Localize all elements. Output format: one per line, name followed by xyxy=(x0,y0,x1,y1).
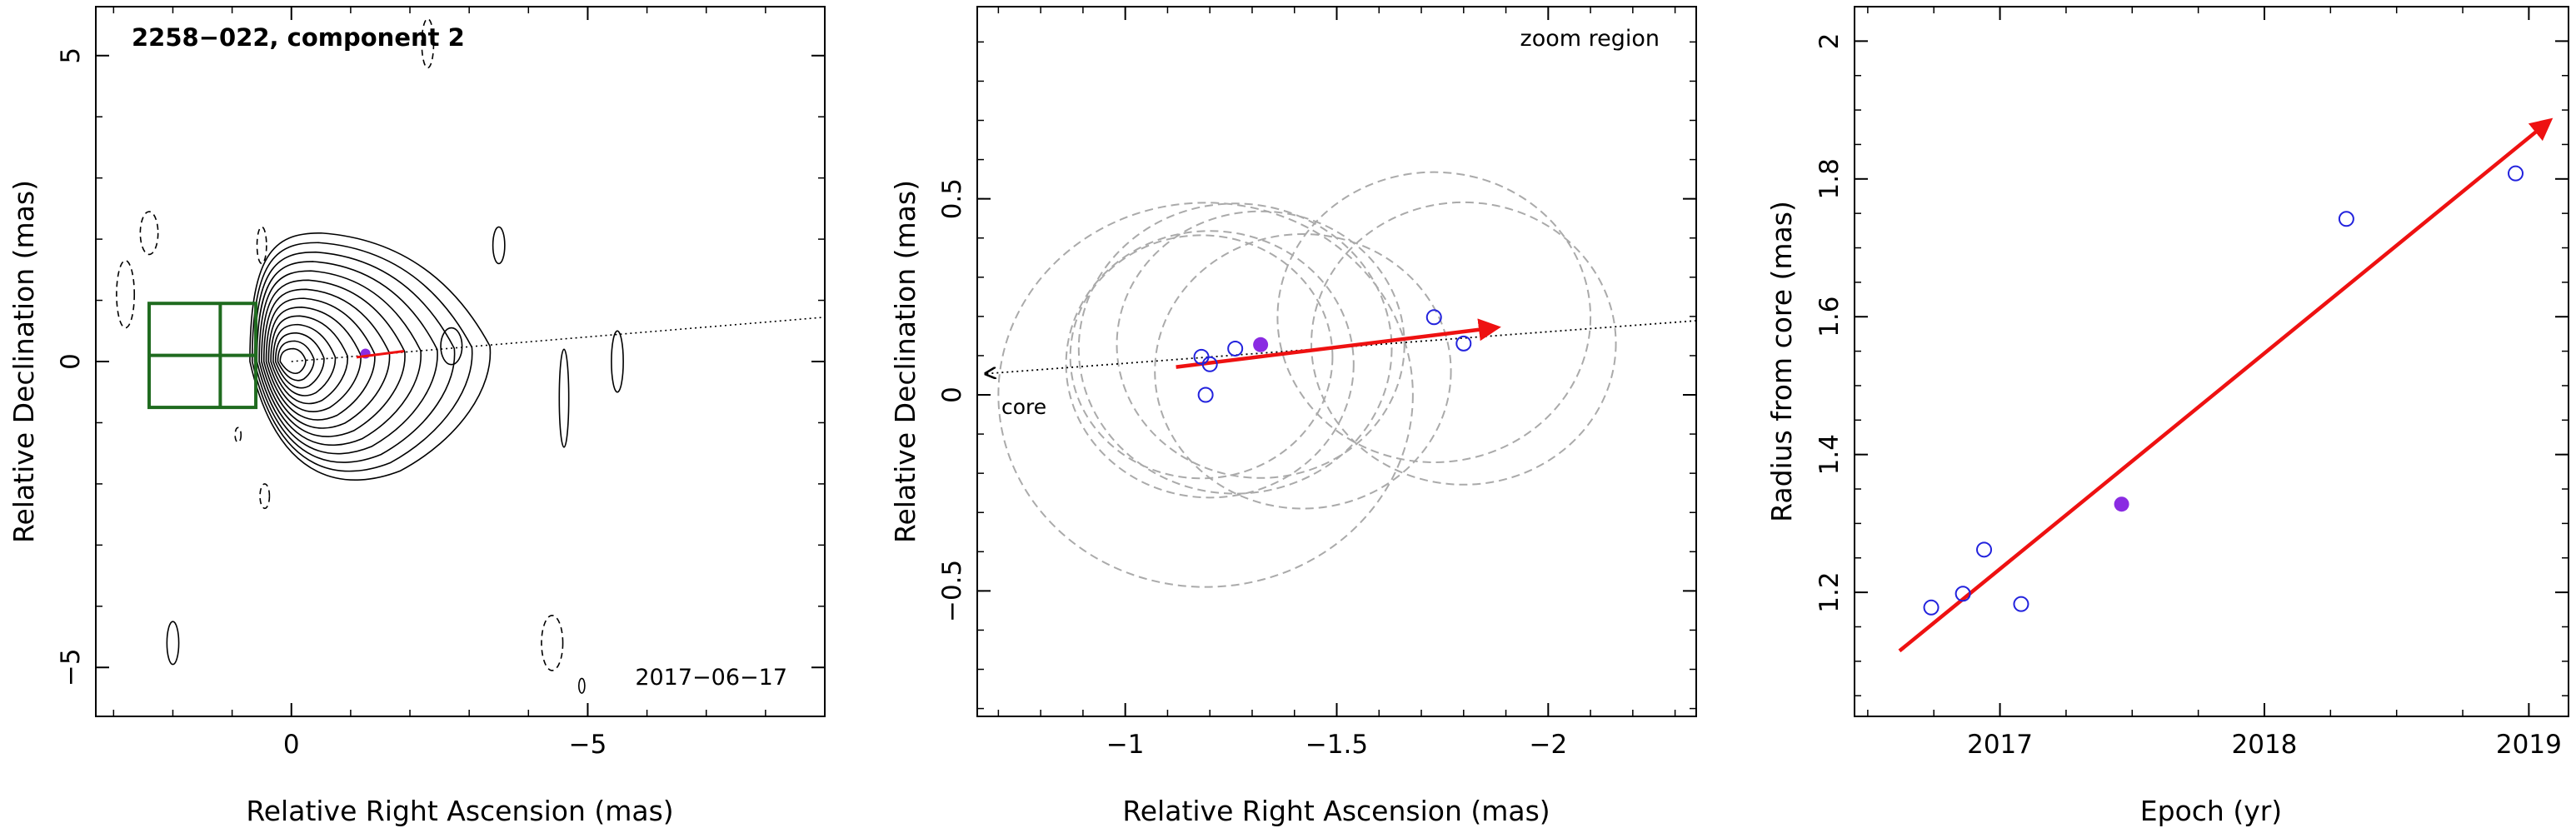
y-tick-label: 0 xyxy=(56,353,86,370)
y-tick-label: 1.6 xyxy=(1815,297,1845,337)
data-point-filled xyxy=(1253,337,1269,352)
panel-radius-xlabel: Epoch (yr) xyxy=(2140,795,2282,827)
motion-arrow xyxy=(356,350,405,359)
data-point xyxy=(1954,586,1971,602)
panel-map-ticks: 0 −5 −5 0 5 xyxy=(56,7,826,760)
contour-island xyxy=(440,327,463,366)
negative-contour xyxy=(541,615,564,671)
data-point xyxy=(1227,340,1244,357)
gaussian-fwhm-circle xyxy=(1065,230,1355,499)
panel-map-date: 2017−06−17 xyxy=(635,665,787,691)
panel-zoom: −1 −1.5 −2 −0.5 0 0.5 zoom region core Relati… xyxy=(889,6,1697,827)
data-point xyxy=(2013,596,2029,612)
data-point xyxy=(2338,211,2354,227)
contour-level xyxy=(258,270,422,446)
y-tick-label: 1.8 xyxy=(1815,158,1845,199)
x-tick-label: −1 xyxy=(1106,730,1145,760)
contour-level xyxy=(251,242,473,472)
contour-level xyxy=(249,232,492,481)
core-label: core xyxy=(1001,395,1046,419)
y-tick-label: −5 xyxy=(56,648,86,686)
contour-level xyxy=(274,332,325,389)
x-tick-label: 2018 xyxy=(2232,730,2298,760)
data-point xyxy=(1201,356,1218,372)
gaussian-fwhm-circle xyxy=(1069,234,1334,480)
gaussian-fwhm-circle xyxy=(997,202,1414,588)
zoom-plot-area xyxy=(986,171,1696,588)
x-tick-label: −5 xyxy=(569,730,607,760)
data-point xyxy=(2508,165,2524,182)
panel-radius-ticks: 2017 2018 2019 1.2 1.4 1.6 1.8 2 xyxy=(1815,7,2569,760)
contour-level xyxy=(261,279,406,437)
x-tick-label: −1.5 xyxy=(1305,730,1368,760)
negative-contour xyxy=(259,483,271,510)
contour-island xyxy=(492,226,506,265)
panel-zoom-ylabel: Relative Declination (mas) xyxy=(889,180,921,543)
radius-plot-area xyxy=(1898,117,2554,653)
panel-map-ylabel: Relative Declination (mas) xyxy=(7,180,40,543)
panel-zoom-xlabel: Relative Right Ascension (mas) xyxy=(1122,795,1550,827)
contour-level xyxy=(277,340,315,382)
data-point xyxy=(1425,309,1442,326)
y-tick-label: 0 xyxy=(937,387,967,403)
negative-contour xyxy=(234,426,242,443)
y-tick-label: 0.5 xyxy=(937,178,967,219)
fit-arrow xyxy=(1898,117,2554,653)
contour-level xyxy=(279,347,307,374)
contour-map xyxy=(116,17,825,694)
x-tick-label: 0 xyxy=(283,730,300,760)
contour-island xyxy=(166,621,180,666)
panel-zoom-ticks: −1 −1.5 −2 −0.5 0 0.5 xyxy=(937,7,1696,760)
y-tick-label: 1.2 xyxy=(1815,571,1845,612)
fit-arrow xyxy=(1176,318,1501,369)
jet-axis-line xyxy=(291,317,825,362)
data-point-filled xyxy=(2114,496,2129,512)
panel-map-xlabel: Relative Right Ascension (mas) xyxy=(246,795,673,827)
y-tick-label: −0.5 xyxy=(937,560,967,622)
panel-radius: 2017 2018 2019 1.2 1.4 1.6 1.8 2 Epoch (yr) Rad… xyxy=(1765,6,2569,827)
data-point xyxy=(1976,541,1993,558)
negative-contour xyxy=(116,260,136,329)
contour-island xyxy=(558,348,570,448)
data-point xyxy=(1455,335,1472,352)
negative-contour xyxy=(256,226,267,265)
x-tick-label: −2 xyxy=(1529,730,1567,760)
gaussian-fwhm-circle xyxy=(1310,201,1617,486)
data-point xyxy=(1197,387,1214,403)
x-tick-label: 2017 xyxy=(1967,730,2033,760)
y-tick-label: 2 xyxy=(1815,32,1845,49)
x-tick-label: 2019 xyxy=(2496,730,2562,760)
y-tick-label: 1.4 xyxy=(1815,434,1845,475)
panel-zoom-annotation: zoom region xyxy=(1520,26,1660,52)
panel-map-title: 2258−022, component 2 xyxy=(132,23,465,52)
panel-radius-frame xyxy=(1854,6,2569,717)
gaussian-fwhm-circle xyxy=(1077,202,1393,495)
y-tick-label: 5 xyxy=(56,47,86,64)
contour-level xyxy=(272,323,337,397)
panel-map: 0 −5 −5 0 5 2258−022, component 2 2017−06−17… xyxy=(7,6,826,827)
contour-island xyxy=(577,677,586,694)
gaussian-fwhm-circle xyxy=(1154,233,1452,510)
contour-level xyxy=(253,251,456,463)
contour-island xyxy=(611,330,624,393)
panel-zoom-frame xyxy=(976,6,1697,717)
data-point xyxy=(1923,599,1939,616)
panel-radius-ylabel: Radius from core (mas) xyxy=(1765,201,1798,522)
contour-level xyxy=(270,315,348,405)
panel-map-frame xyxy=(95,6,826,717)
negative-contour xyxy=(139,211,159,256)
gaussian-fwhm-circle xyxy=(1276,171,1592,463)
gaussian-fwhm-circle xyxy=(1116,210,1405,479)
negative-contour xyxy=(421,17,435,69)
